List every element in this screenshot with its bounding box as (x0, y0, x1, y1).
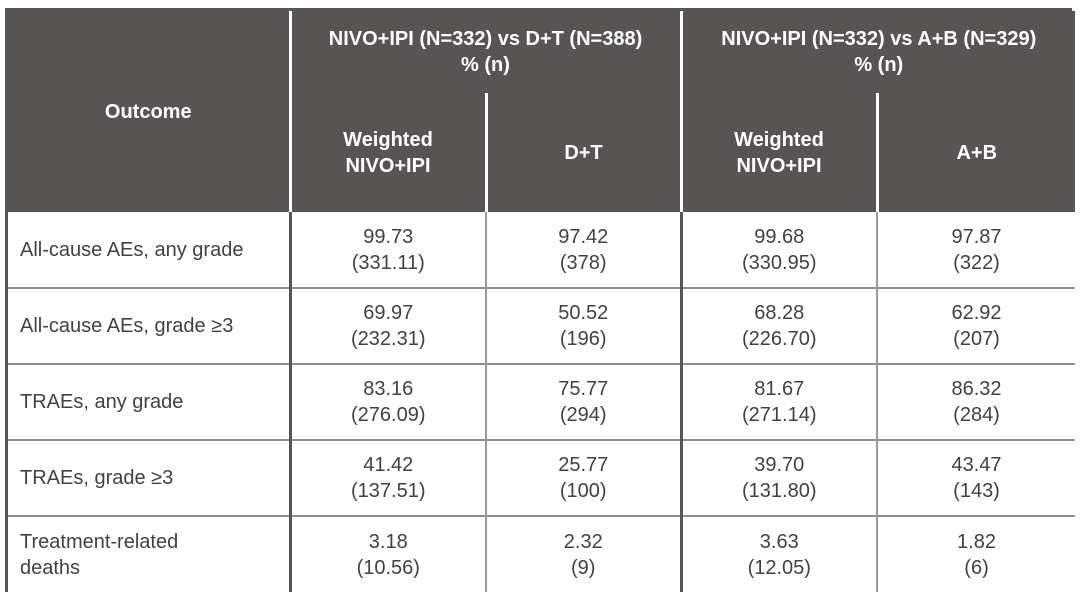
n-value: (284) (953, 404, 1000, 426)
outcome-label: TRAEs, grade ≥3 (8, 439, 292, 516)
outcome-column-header: Outcome (8, 11, 292, 212)
outcome-label: All-cause AEs, grade ≥3 (8, 287, 292, 364)
column-header-dt: D+T (486, 93, 683, 212)
value-cell: 81.67 (271.14) (681, 363, 878, 440)
n-value: (294) (559, 404, 607, 426)
value-cell: 69.97 (232.31) (290, 287, 487, 364)
value-cell: 50.52 (196) (486, 287, 683, 364)
outcome-label-line: All-cause AEs, grade ≥3 (20, 315, 234, 337)
value-cell: 25.77 (100) (486, 439, 683, 516)
column-header-line: A+B (956, 141, 998, 164)
value-cell: 39.70 (131.80) (681, 439, 878, 516)
percent-value: 25.77 (558, 454, 609, 476)
table-row-all-cause-aes-grade-ge3: All-cause AEs, grade ≥3 69.97 (232.31) 5… (8, 287, 1076, 364)
value-cell: 3.63 (12.05) (681, 515, 878, 592)
n-value: (330.95) (742, 251, 817, 274)
outcome-label: TRAEs, any grade (8, 363, 292, 440)
percent-value: 97.87 (951, 225, 1002, 248)
group-header-nivo-vs-dt: NIVO+IPI (N=332) vs D+T (N=388) % (n) (290, 11, 683, 93)
percent-value: 41.42 (363, 454, 414, 476)
n-value: (10.56) (356, 556, 420, 579)
outcome-label: Treatment-related deaths (8, 515, 292, 592)
column-header-ab: A+B (877, 93, 1076, 212)
n-value: (207) (953, 328, 1000, 350)
n-value: (12.05) (747, 556, 811, 579)
percent-value: 97.42 (558, 225, 609, 248)
table-row-treatment-related-deaths: Treatment-related deaths 3.18 (10.56) 2.… (8, 515, 1076, 592)
table-frame: Outcome NIVO+IPI (N=332) vs D+T (N=388) … (5, 8, 1076, 592)
outcome-label-line: All-cause AEs, any grade (20, 238, 244, 261)
group-title: NIVO+IPI (N=332) vs D+T (N=388) (328, 28, 643, 50)
percent-value: 86.32 (951, 378, 1002, 400)
n-value: (137.51) (351, 480, 426, 502)
column-header-line: NIVO+IPI (345, 154, 431, 177)
value-cell: 3.18 (10.56) (290, 515, 487, 592)
percent-value: 3.63 (759, 530, 799, 553)
value-cell: 97.42 (378) (486, 212, 683, 288)
percent-value: 50.52 (558, 302, 609, 324)
value-cell: 86.32 (284) (877, 363, 1076, 440)
n-value: (276.09) (351, 404, 426, 426)
n-value: (100) (559, 480, 607, 502)
value-cell: 43.47 (143) (877, 439, 1076, 516)
n-value: (322) (953, 251, 1000, 274)
percent-value: 43.47 (951, 454, 1002, 476)
outcome-header-label: Outcome (104, 100, 192, 123)
n-value: (6) (964, 556, 989, 579)
outcome-label-line: TRAEs, any grade (20, 391, 184, 413)
column-header-line: NIVO+IPI (736, 154, 822, 177)
value-cell: 75.77 (294) (486, 363, 683, 440)
value-cell: 83.16 (276.09) (290, 363, 487, 440)
percent-value: 69.97 (363, 302, 414, 324)
value-cell: 2.32 (9) (486, 515, 683, 592)
column-header-weighted-nivo-ipi-dt: Weighted NIVO+IPI (290, 93, 488, 212)
outcome-label-line: deaths (20, 556, 81, 579)
n-value: (143) (953, 480, 1000, 502)
n-value: (271.14) (742, 404, 817, 426)
n-value: (196) (559, 328, 607, 350)
group-title: NIVO+IPI (N=332) vs A+B (N=329) (721, 28, 1037, 50)
percent-value: 75.77 (558, 378, 609, 400)
percent-value: 68.28 (754, 302, 805, 324)
column-header-line: D+T (564, 141, 603, 164)
sub-header-row: Weighted NIVO+IPI D+T Weighted NIVO+IPI … (8, 93, 1076, 212)
value-cell: 99.73 (331.11) (290, 212, 487, 288)
ae-outcomes-table: Outcome NIVO+IPI (N=332) vs D+T (N=388) … (8, 11, 1076, 592)
percent-value: 62.92 (951, 302, 1002, 324)
value-cell: 62.92 (207) (877, 287, 1076, 364)
column-header-line: Weighted (734, 128, 824, 151)
value-cell: 97.87 (322) (877, 212, 1076, 288)
column-header-weighted-nivo-ipi-ab: Weighted NIVO+IPI (681, 93, 879, 212)
group-header-row: Outcome NIVO+IPI (N=332) vs D+T (N=388) … (8, 11, 1076, 212)
percent-value: 99.68 (754, 225, 805, 248)
value-cell: 68.28 (226.70) (681, 287, 878, 364)
percent-value: 2.32 (563, 530, 603, 553)
n-value: (378) (559, 251, 607, 274)
outcome-label-line: Treatment-related (20, 530, 179, 553)
table-row-traes-grade-ge3: TRAEs, grade ≥3 41.42 (137.51) 25.77 (10… (8, 439, 1076, 516)
n-value: (9) (571, 556, 596, 579)
percent-value: 99.73 (363, 225, 414, 248)
percent-value: 39.70 (754, 454, 805, 476)
n-value: (131.80) (742, 480, 817, 502)
percent-value: 83.16 (363, 378, 414, 400)
percent-value: 1.82 (957, 530, 996, 553)
outcome-label: All-cause AEs, any grade (8, 212, 292, 288)
percent-value: 81.67 (754, 378, 805, 400)
n-value: (331.11) (351, 251, 425, 274)
n-value: (226.70) (742, 328, 817, 350)
value-cell: 1.82 (6) (877, 515, 1076, 592)
n-value: (232.31) (351, 328, 426, 350)
table-row-traes-any-grade: TRAEs, any grade 83.16 (276.09) 75.77 (2… (8, 363, 1076, 440)
value-cell: 41.42 (137.51) (290, 439, 487, 516)
outcome-label-line: TRAEs, grade ≥3 (20, 467, 174, 489)
percent-value: 3.18 (368, 530, 408, 553)
column-header-line: Weighted (343, 128, 433, 151)
group-unit: % (n) (854, 54, 904, 76)
table-row-all-cause-aes-any-grade: All-cause AEs, any grade 99.73 (331.11) … (8, 212, 1076, 288)
group-unit: % (n) (461, 54, 510, 76)
group-header-nivo-vs-ab: NIVO+IPI (N=332) vs A+B (N=329) % (n) (681, 11, 1076, 93)
value-cell: 99.68 (330.95) (681, 212, 878, 288)
